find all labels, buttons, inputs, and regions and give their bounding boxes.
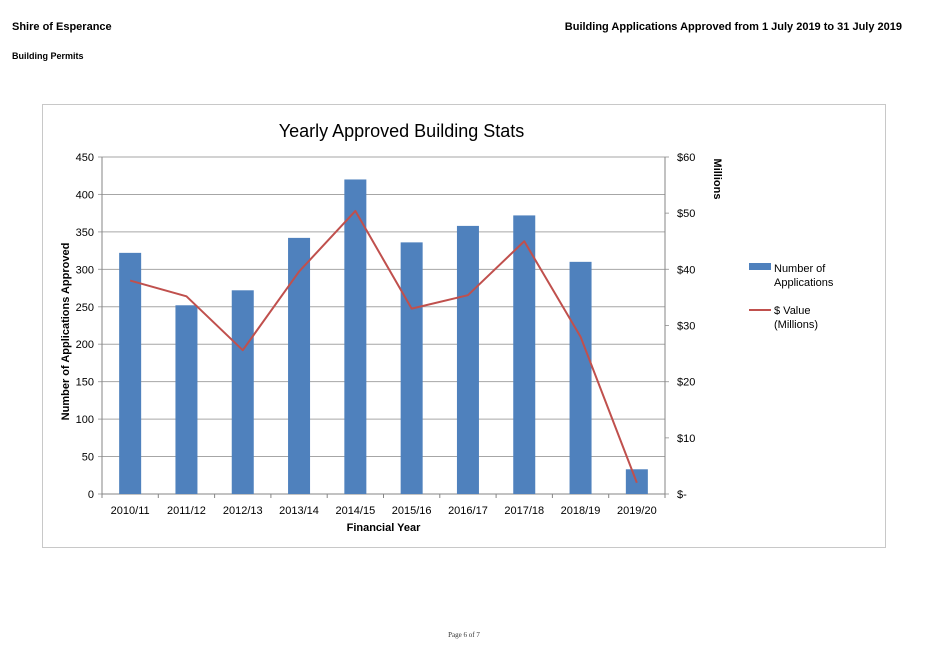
organization-name: Shire of Esperance: [12, 21, 112, 33]
x-tick-label: 2015/16: [392, 505, 432, 517]
legend-label: Number of: [774, 263, 826, 275]
chart-title: Yearly Approved Building Stats: [279, 121, 525, 141]
legend-label: (Millions): [774, 319, 818, 331]
y2-tick-label: $60: [677, 152, 695, 164]
x-axis-title: Financial Year: [347, 522, 422, 534]
bar: [175, 305, 198, 494]
y-tick-label: 300: [76, 264, 94, 276]
legend-label: Applications: [774, 277, 834, 289]
section-title: Building Permits: [12, 51, 84, 61]
y-axis-title: Number of Applications Approved: [60, 243, 72, 421]
legend-label: $ Value: [774, 305, 811, 317]
y-tick-label: 400: [76, 189, 94, 201]
y-tick-label: 100: [76, 414, 94, 426]
y2-tick-label: $40: [677, 264, 695, 276]
page-number: Page 6 of 7: [448, 631, 480, 639]
x-tick-label: 2016/17: [448, 505, 488, 517]
y-tick-label: 150: [76, 377, 94, 389]
bar: [119, 252, 142, 494]
y2-tick-label: $10: [677, 433, 695, 445]
bar: [231, 290, 254, 494]
bar: [569, 261, 592, 494]
bar: [456, 225, 479, 495]
x-tick-label: 2018/19: [561, 505, 601, 517]
bar: [513, 215, 536, 494]
y-tick-label: 200: [76, 339, 94, 351]
report-title: Building Applications Approved from 1 Ju…: [564, 21, 902, 33]
x-tick-label: 2011/12: [167, 505, 206, 517]
y-tick-label: 350: [76, 227, 94, 239]
y2-tick-label: $-: [677, 489, 687, 501]
y2-tick-label: $30: [677, 321, 695, 333]
bar: [400, 242, 423, 494]
y-tick-label: 50: [82, 452, 94, 464]
x-tick-label: 2017/18: [504, 505, 544, 517]
x-tick-label: 2012/13: [223, 505, 263, 517]
y-tick-label: 250: [76, 302, 94, 314]
y2-axis-title: Millions: [711, 159, 723, 200]
x-tick-label: 2014/15: [335, 505, 375, 517]
chart-frame: Yearly Approved Building Stats 0 50 100 150 2…: [42, 104, 886, 548]
x-tick-label: 2013/14: [279, 505, 319, 517]
y2-tick-label: $20: [677, 377, 695, 389]
y2-tick-label: $50: [677, 208, 695, 220]
bar: [344, 179, 367, 494]
y-tick-label: 0: [88, 489, 94, 501]
legend-bar-swatch: [749, 263, 771, 270]
x-tick-label: 2019/20: [617, 505, 657, 517]
value-line: [129, 209, 638, 484]
x-tick-label: 2010/11: [111, 505, 150, 517]
y-tick-label: 450: [76, 152, 94, 164]
chart: Yearly Approved Building Stats 0 50 100 150 2…: [60, 121, 834, 534]
bar: [288, 237, 311, 494]
